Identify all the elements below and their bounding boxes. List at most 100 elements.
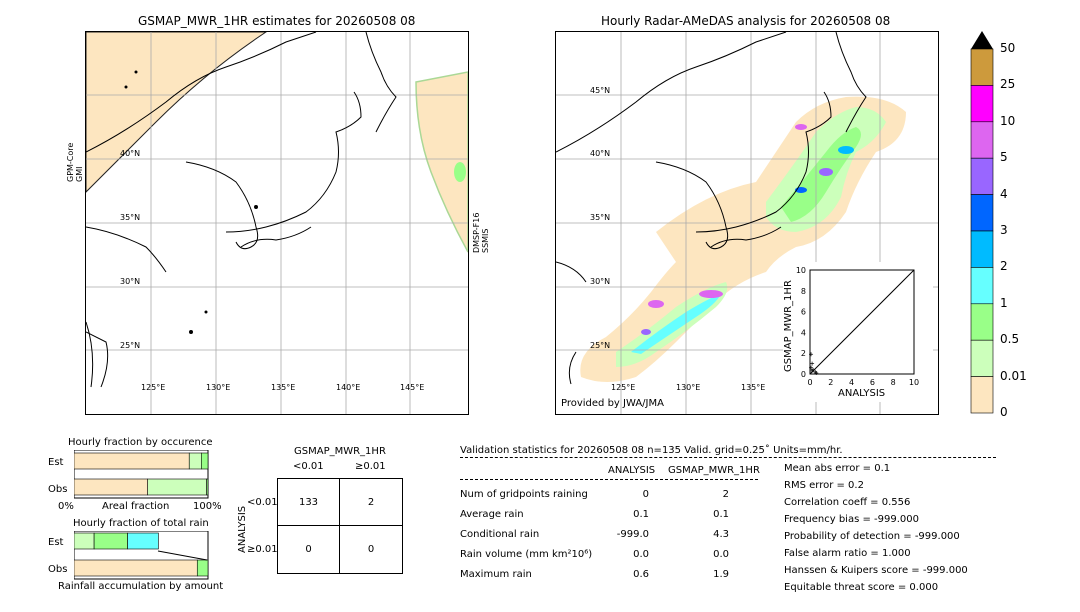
contingency-cell: 133 — [298, 497, 319, 508]
rain-fraction-frame — [74, 531, 209, 580]
validation-value-analysis: 0.0 — [633, 549, 649, 560]
scatter-x-tick: 0 — [807, 378, 812, 387]
scatter-point — [811, 367, 816, 372]
scatter-y-tick: 4 — [801, 328, 806, 337]
stacked-bar-segment — [201, 452, 209, 470]
colorbar-tick-label: 2 — [1000, 259, 1008, 274]
colorbar-swatch — [970, 121, 994, 159]
stacked-bar-segment — [206, 478, 209, 496]
right-lat-label: 45°N — [590, 86, 611, 95]
scatter-y-tick: 2 — [801, 349, 806, 358]
scatter-diagonal — [809, 269, 915, 375]
occurrence-frame — [74, 450, 209, 499]
colorbar-swatch — [970, 194, 994, 232]
stacked-bar-segment — [127, 532, 159, 550]
colorbar-swatch — [970, 303, 994, 341]
colorbar-tick-label: 0 — [1000, 405, 1008, 419]
colorbar-tick-label: 1 — [1000, 295, 1008, 310]
validation-divider — [460, 457, 996, 458]
validation-value-estimate: 0.1 — [713, 509, 729, 520]
colorbar-swatch — [970, 267, 994, 305]
scatter-y-tick: 6 — [801, 308, 806, 317]
right-map-svg — [556, 32, 938, 414]
contingency-col-label: <0.01 — [293, 461, 324, 472]
colorbar-swatch — [970, 157, 994, 195]
validation-value-analysis: 0 — [642, 489, 649, 500]
scatter-x-tick: 8 — [891, 378, 896, 387]
validation-value-analysis: -999.0 — [616, 529, 649, 540]
occurrence-axis-right: 100% — [193, 501, 222, 512]
occurrence-axis-label: Areal fraction — [102, 501, 170, 512]
scatter-y-tick: 10 — [796, 266, 806, 275]
validation-value-analysis: 0.1 — [633, 509, 649, 520]
stacked-bar-segment — [74, 559, 198, 577]
right-lat-label: 25°N — [590, 341, 611, 350]
occurrence-axis-left: 0% — [58, 501, 74, 512]
data-credit: Provided by JWA/JMA — [561, 398, 664, 409]
occurrence-row-label: Est — [48, 457, 64, 468]
scatter-ylabel: GSMAP_MWR_1HR — [783, 280, 794, 372]
colorbar-tick-label: 25 — [1000, 77, 1016, 92]
right-map-rain-cell — [641, 329, 651, 335]
right-map-rain-cell — [795, 124, 807, 130]
right-lon-label: 135°E — [741, 383, 766, 392]
right-map-rain-cell — [838, 146, 854, 154]
validation-value-analysis: 0.6 — [633, 569, 649, 580]
colorbar-swatch — [970, 230, 994, 268]
left-map: 40°N 35°N 30°N 25°N 125°E 130°E 135°E 14… — [85, 31, 469, 415]
left-lat-label: 35°N — [120, 213, 141, 222]
colorbar-tick-label: 0.01 — [1000, 368, 1027, 383]
scatter-point — [809, 365, 814, 370]
scatter-y-tick: 0 — [801, 370, 806, 379]
contingency-cell: 0 — [367, 544, 375, 555]
validation-value-estimate: 2 — [722, 489, 729, 500]
left-map-rain-patch — [454, 162, 466, 182]
rain-fraction-xlabel: Rainfall accumulation by amount — [58, 581, 224, 592]
validation-table-divider — [460, 479, 758, 480]
rain-fraction-connector — [157, 550, 208, 561]
colorbar-extend-arrow — [971, 31, 993, 49]
validation-row-label: Rain volume (mm km²10⁶) — [460, 549, 593, 560]
scatter-point — [810, 368, 815, 373]
left-lon-label: 125°E — [141, 383, 166, 392]
validation-row-label: Average rain — [460, 509, 524, 520]
left-lat-label: 25°N — [120, 341, 141, 350]
rain-fraction-row-label: Obs — [48, 564, 68, 575]
scatter-frame — [809, 269, 915, 375]
stacked-bar-segment — [196, 559, 209, 577]
left-lon-label: 140°E — [336, 383, 361, 392]
score-line: False alarm ratio = 1.000 — [784, 548, 911, 559]
score-line: Correlation coeff = 0.556 — [784, 497, 911, 508]
score-line: Hanssen & Kuipers score = -999.000 — [784, 565, 968, 576]
colorbar-swatch — [970, 85, 994, 123]
right-lat-label: 40°N — [590, 149, 611, 158]
left-map-svg — [86, 32, 468, 414]
stacked-bar-segment — [147, 478, 207, 496]
colorbar — [970, 31, 994, 414]
scatter-point — [810, 361, 815, 366]
contingency-cell: 2 — [367, 497, 375, 508]
contingency-table: 133 2 0 0 — [277, 478, 403, 574]
stacked-bar-segment — [93, 532, 128, 550]
validation-row-label: Num of gridpoints raining — [460, 489, 588, 500]
scatter-xlabel: ANALYSIS — [838, 388, 886, 399]
validation-col-header: GSMAP_MWR_1HR — [668, 465, 760, 476]
scatter-x-tick: 10 — [909, 378, 919, 387]
right-lon-label: 130°E — [676, 383, 701, 392]
left-lon-label: 130°E — [206, 383, 231, 392]
score-line: Frequency bias = -999.000 — [784, 514, 919, 525]
colorbar-swatch — [970, 376, 994, 414]
score-line: Mean abs error = 0.1 — [784, 463, 891, 474]
colorbar-tick-label: 5 — [1000, 150, 1008, 165]
colorbar-swatch — [970, 48, 994, 86]
colorbar-tick-label: 4 — [1000, 186, 1008, 201]
contingency-title: GSMAP_MWR_1HR — [294, 446, 386, 457]
right-lat-label: 35°N — [590, 213, 611, 222]
scatter-point — [809, 352, 814, 357]
right-map-title: Hourly Radar-AMeDAS analysis for 2026050… — [601, 14, 891, 28]
colorbar-tick-label: 3 — [1000, 223, 1008, 237]
occurrence-row-label: Obs — [48, 484, 68, 495]
left-lat-label: 40°N — [120, 149, 141, 158]
rain-fraction-chart — [74, 531, 209, 580]
rain-fraction-row-label: Est — [48, 537, 64, 548]
